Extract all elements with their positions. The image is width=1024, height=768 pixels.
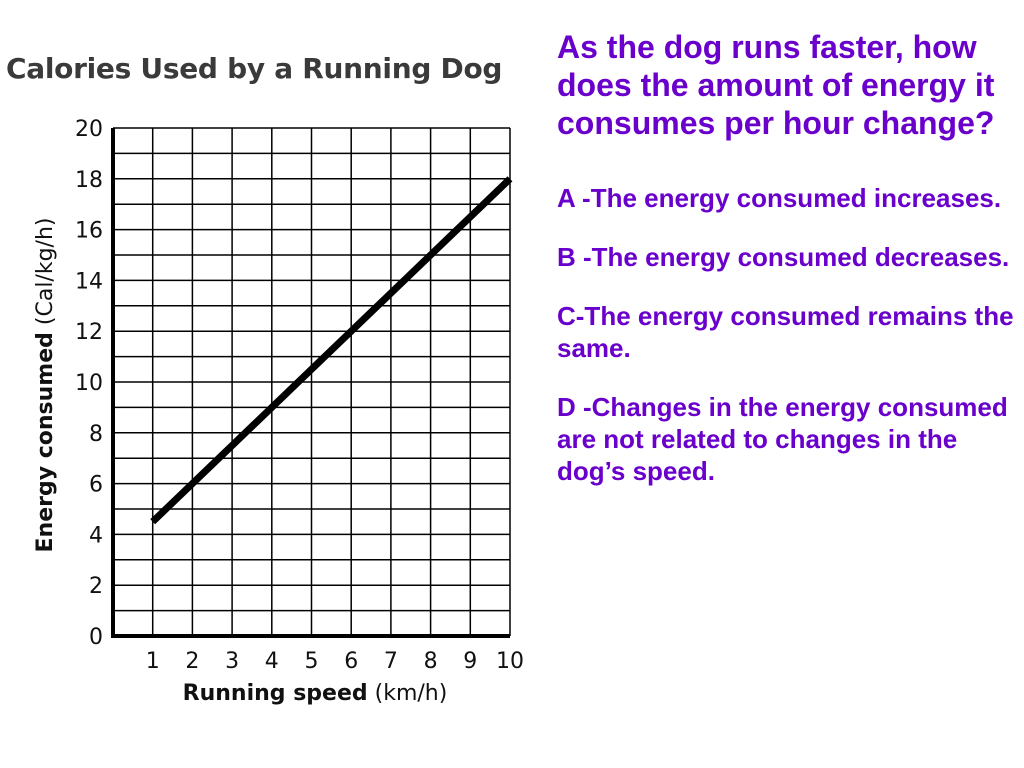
x-axis-label-name: Running speed [183,681,368,706]
y-tick-label: 12 [75,320,103,345]
chart-title: Calories Used by a Running Dog [6,52,503,85]
y-axis-label-unit: (Cal/kg/h) [33,218,58,326]
y-tick-label: 18 [75,168,103,193]
x-tick-label: 5 [305,649,319,674]
x-tick-label: 10 [496,649,524,674]
y-tick-label: 8 [89,422,103,447]
y-tick-label: 16 [75,219,103,244]
x-tick-label: 9 [463,649,477,674]
x-tick-label: 2 [185,649,199,674]
y-tick-label: 10 [75,371,103,396]
y-tick-label: 6 [89,473,103,498]
option-d[interactable]: D -Changes in the energy consumed are no… [557,392,1008,486]
y-tick-label: 2 [89,574,103,599]
x-axis-label: Running speed (km/h) [183,681,448,706]
option-c[interactable]: C-The energy consumed remains the same. [557,301,1014,363]
series-line [150,176,513,525]
y-tick-label: 14 [75,269,103,294]
x-tick-label: 8 [424,649,438,674]
series [150,176,513,525]
question-panel: As the dog runs faster, how does the amo… [557,28,1019,514]
y-axis-label: Energy consumed (Cal/kg/h) [33,218,58,553]
axes [111,128,510,638]
x-tick-label: 3 [225,649,239,674]
x-tick-label: 7 [384,649,398,674]
x-tick-label: 4 [265,649,279,674]
option-b[interactable]: B -The energy consumed decreases. [557,242,1010,272]
option-a[interactable]: A -The energy consumed increases. [557,183,1002,213]
y-tick-label: 0 [89,625,103,650]
y-tick-label: 20 [75,117,103,142]
question-text: As the dog runs faster, how does the amo… [557,29,995,141]
y-tick-label: 4 [89,523,103,548]
y-axis-label-name: Energy consumed [33,332,58,552]
x-tick-label: 6 [344,649,358,674]
x-axis-label-unit: (km/h) [375,681,448,706]
x-tick-label: 1 [146,649,160,674]
grid [113,127,511,636]
